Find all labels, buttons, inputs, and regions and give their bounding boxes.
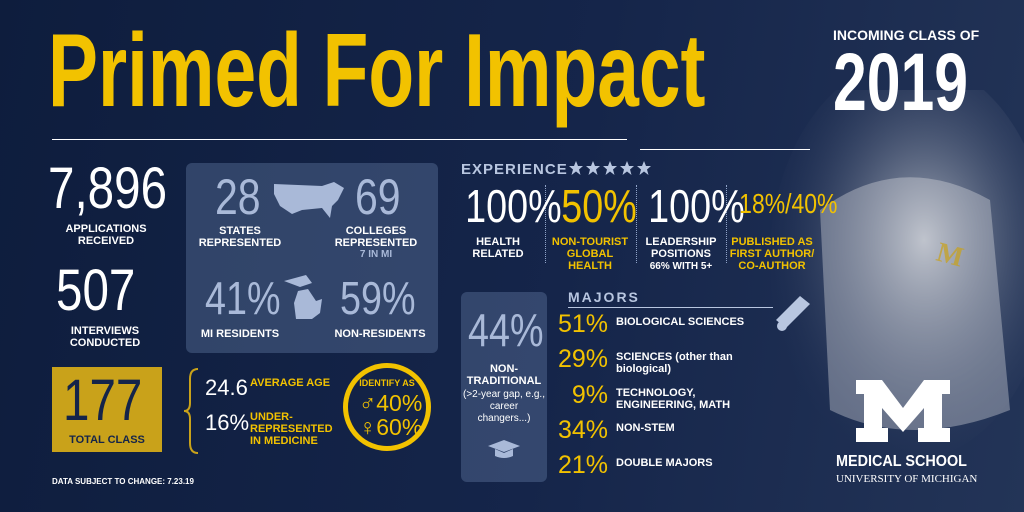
bracket: [183, 368, 199, 454]
colleges-label: COLLEGES REPRESENTED: [334, 225, 418, 249]
major-label: SCIENCES (other than biological): [616, 351, 733, 375]
non-traditional-value: 44%: [468, 304, 544, 356]
experience-value: 100%: [648, 180, 745, 232]
applications-value: 7,896: [48, 156, 168, 221]
residents-value: 41%: [205, 272, 281, 324]
diploma-icon: [776, 296, 810, 331]
experience-note: 66% WITH 5+: [649, 261, 713, 272]
experience-label: PUBLISHED AS FIRST AUTHOR/ CO-AUTHOR: [729, 236, 815, 272]
logo-university: UNIVERSITY OF MICHIGAN: [836, 473, 978, 485]
applications-label: APPLICATIONS RECEIVED: [65, 223, 147, 247]
experience-label: LEADERSHIP POSITIONS: [645, 236, 717, 260]
footnote: DATA SUBJECT TO CHANGE: 7.23.19: [52, 477, 194, 486]
major-label: BIOLOGICAL SCIENCES: [616, 316, 745, 328]
non-traditional-note: (>2-year gap, e.g., career changers...): [463, 389, 545, 424]
non-residents-value: 59%: [340, 272, 416, 324]
year: 2019: [833, 37, 968, 128]
total-box: [52, 367, 162, 452]
total-value: 177: [63, 368, 143, 433]
title: Primed For Impact: [48, 13, 706, 129]
age-label: AVERAGE AGE: [250, 377, 331, 389]
gender-ring: [343, 363, 431, 451]
experience-value: 18%/40%: [739, 188, 838, 219]
major-value: 9%: [571, 381, 608, 409]
age-value: 24.6: [205, 375, 248, 400]
interviews-value: 507: [56, 258, 136, 323]
non-traditional-label: NON-TRADITIONAL: [466, 363, 542, 387]
total-label: TOTAL CLASS: [69, 434, 145, 446]
interviews-label: INTERVIEWS CONDUCTED: [69, 325, 141, 349]
separator: [726, 185, 727, 263]
michigan-map: [284, 275, 322, 319]
stars: [569, 161, 651, 175]
gender-title: IDENTIFY AS: [359, 378, 415, 388]
rule: [52, 139, 627, 140]
major-label: DOUBLE MAJORS: [616, 457, 713, 469]
us-map: [274, 182, 344, 218]
block-m: [856, 380, 950, 442]
major-label: TECHNOLOGY, ENGINEERING, MATH: [616, 387, 731, 411]
experience-label: HEALTH RELATED: [472, 236, 524, 260]
gender-female: ♀60%: [359, 414, 423, 440]
major-value: 34%: [558, 416, 609, 444]
colleges-value: 69: [355, 169, 401, 225]
experience-value: 50%: [561, 180, 637, 232]
major-value: 21%: [558, 451, 609, 479]
majors-title: MAJORS: [568, 289, 640, 305]
background-photo: M: [770, 90, 1024, 460]
separator: [636, 185, 637, 263]
grad-cap: [488, 440, 520, 458]
experience-title: EXPERIENCE: [461, 161, 568, 178]
major-label: NON-STEM: [616, 422, 675, 434]
logo-name: MEDICAL SCHOOL: [836, 453, 967, 470]
rule: [568, 307, 773, 308]
urm-value: 16%: [205, 410, 250, 435]
separator: [545, 185, 546, 263]
urm-label: UNDER-REPRESENTED IN MEDICINE: [250, 411, 333, 447]
states-label: STATES REPRESENTED: [198, 225, 282, 249]
residents-label: MI RESIDENTS: [200, 328, 280, 340]
major-value: 51%: [558, 310, 609, 338]
non-residents-label: NON-RESIDENTS: [334, 328, 426, 340]
major-value: 29%: [558, 345, 609, 373]
experience-value: 100%: [465, 180, 562, 232]
kicker: INCOMING CLASS OF: [833, 27, 980, 43]
experience-label: NON-TOURIST GLOBAL HEALTH: [551, 236, 629, 272]
colleges-note: 7 IN MI: [359, 249, 393, 260]
gender-male: ♂40%: [359, 390, 423, 416]
rule: [640, 149, 810, 150]
states-value: 28: [215, 169, 261, 225]
